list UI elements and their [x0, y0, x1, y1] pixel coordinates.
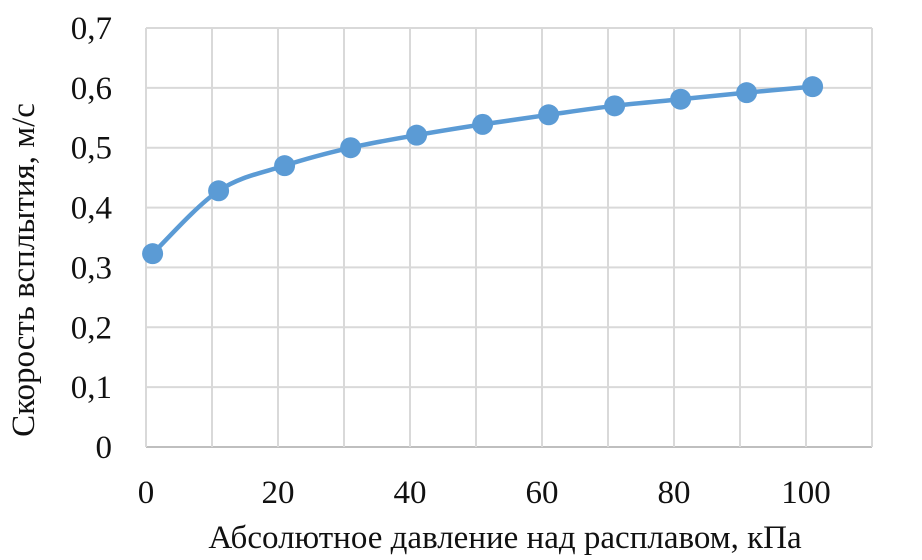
data-point [208, 180, 230, 202]
y-tick-label: 0,3 [71, 250, 112, 286]
data-point [142, 243, 164, 265]
y-tick-label: 0,4 [71, 191, 112, 227]
y-tick-label: 0,2 [71, 310, 112, 346]
data-point [406, 124, 428, 146]
x-tick-label: 80 [658, 475, 691, 511]
data-point [472, 113, 494, 135]
data-point [802, 76, 824, 98]
data-point [274, 155, 296, 177]
grid-layer [145, 27, 873, 448]
y-tick-label: 0,1 [71, 370, 112, 406]
x-tick-label: 100 [781, 475, 831, 511]
x-tick-label: 20 [262, 475, 295, 511]
y-tick-label: 0,6 [71, 71, 112, 107]
x-tick-label: 0 [138, 475, 155, 511]
x-tick-label: 40 [394, 475, 427, 511]
x-axis-title: Абсолютное давление над расплавом, кПа [208, 520, 802, 556]
data-point [340, 137, 362, 159]
x-tick-label: 60 [526, 475, 559, 511]
y-axis-title: Скорость всплытия, м/с [6, 103, 42, 437]
data-point [538, 104, 560, 126]
data-point [736, 82, 758, 104]
y-tick-label: 0,5 [71, 131, 112, 167]
data-point [604, 95, 626, 117]
y-tick-label: 0,7 [71, 11, 112, 47]
y-tick-label: 0 [96, 430, 113, 466]
series-layer [142, 76, 824, 265]
tick-layer: 0 0,1 0,2 0,3 0,4 0,5 0,6 0,7 0 20 40 60 80 100 [71, 11, 831, 511]
data-point [670, 88, 692, 110]
series-line [150, 84, 815, 256]
